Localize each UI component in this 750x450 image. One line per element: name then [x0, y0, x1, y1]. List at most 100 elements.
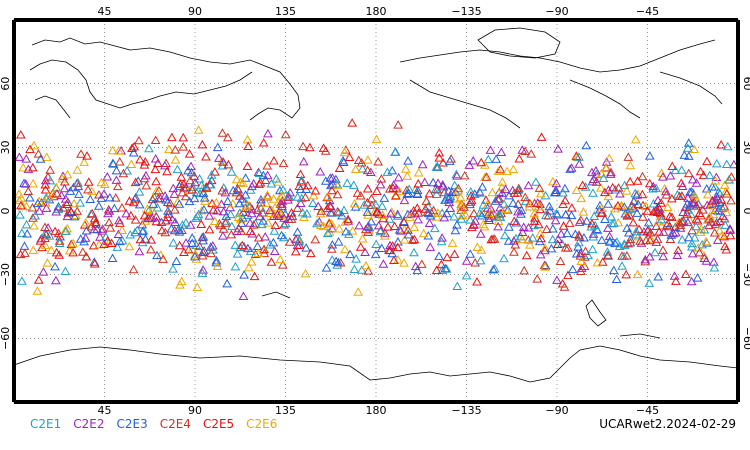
observation-point-C2E2	[295, 198, 306, 208]
observation-point-C2E3	[81, 225, 92, 235]
observation-point-C2E5	[153, 158, 163, 168]
lon-label-bottom-4: −135	[451, 404, 481, 417]
observation-point-C2E6	[62, 169, 73, 179]
observation-point-C2E6	[480, 172, 490, 181]
observation-point-C2E4	[524, 198, 535, 208]
observation-point-C2E6	[40, 240, 51, 249]
observation-point-C2E3	[567, 264, 578, 274]
observation-point-C2E6	[28, 245, 39, 254]
longitude-labels-bottom: 45 90 135 180 −135 −90 −45	[98, 404, 660, 417]
observation-point-C2E2	[497, 188, 508, 197]
observation-point-C2E6	[433, 208, 443, 217]
observation-point-C2E6	[196, 205, 207, 215]
observation-point-C2E4	[683, 168, 694, 178]
observation-point-C2E2	[325, 201, 336, 211]
observation-point-C2E3	[53, 201, 64, 211]
observation-point-C2E2	[298, 156, 309, 166]
observation-point-C2E3	[623, 227, 634, 237]
observation-point-C2E3	[666, 230, 677, 239]
observation-point-C2E1	[342, 178, 353, 187]
lon-label-top-1: 90	[188, 5, 202, 18]
observation-point-C2E1	[475, 255, 486, 265]
observation-point-C2E3	[581, 216, 592, 225]
observation-point-C2E4	[564, 218, 575, 227]
observation-point-C2E3	[96, 193, 107, 202]
observation-point-C2E6	[29, 220, 39, 230]
observation-point-C2E3	[477, 210, 487, 220]
observation-point-C2E3	[166, 224, 177, 233]
observation-point-C2E4	[687, 225, 697, 235]
observation-point-C2E3	[68, 182, 79, 192]
observation-point-C2E3	[370, 249, 381, 259]
longitude-labels-top: 45 90 135 180 −135 −90 −45	[98, 5, 660, 18]
observation-point-C2E1	[75, 198, 86, 207]
observation-point-C2E2	[160, 190, 170, 200]
observation-point-C2E1	[431, 162, 442, 171]
observation-point-C2E1	[430, 184, 441, 193]
observation-point-C2E2	[484, 215, 495, 225]
observation-point-C2E2	[669, 271, 680, 280]
observation-point-C2E2	[247, 204, 257, 213]
observation-point-C2E6	[209, 216, 220, 225]
observation-point-C2E3	[423, 230, 434, 240]
observation-point-C2E5	[197, 139, 208, 149]
observation-point-C2E6	[300, 268, 311, 278]
observation-point-C2E3	[22, 228, 33, 238]
observation-point-C2E5	[407, 235, 418, 244]
observation-point-C2E2	[220, 187, 231, 197]
observation-point-C2E3	[605, 236, 615, 245]
lat-label-right-2: 0	[741, 208, 750, 215]
observation-point-C2E6	[633, 189, 643, 198]
observation-point-C2E2	[38, 267, 49, 276]
observation-point-C2E2	[269, 246, 280, 256]
observation-point-C2E6	[571, 185, 582, 194]
observation-point-C2E6	[721, 207, 732, 217]
observation-point-C2E1	[339, 205, 349, 214]
observation-point-C2E3	[94, 201, 104, 210]
observation-point-C2E4	[384, 184, 395, 193]
observation-point-C2E6	[502, 166, 512, 176]
observation-point-C2E3	[581, 140, 592, 150]
observation-point-C2E5	[603, 251, 613, 260]
observation-point-C2E5	[509, 216, 520, 225]
observation-point-C2E1	[41, 193, 51, 202]
observation-point-C2E1	[292, 192, 303, 201]
observation-point-C2E4	[286, 214, 297, 223]
observation-point-C2E2	[413, 214, 423, 224]
observation-point-C2E4	[40, 222, 50, 231]
observation-point-C2E4	[53, 228, 64, 238]
observation-point-C2E6	[42, 258, 53, 267]
observation-point-C2E2	[688, 198, 698, 207]
observation-point-C2E6	[233, 212, 244, 221]
observation-point-C2E2	[207, 241, 218, 250]
observation-point-C2E1	[193, 209, 204, 219]
observation-point-C2E4	[248, 220, 259, 229]
observation-point-C2E2	[373, 220, 384, 230]
observation-point-C2E5	[206, 175, 217, 185]
observation-point-C2E6	[576, 256, 587, 266]
observation-point-C2E6	[339, 147, 350, 157]
observation-point-C2E1	[547, 234, 558, 244]
observation-point-C2E1	[382, 167, 393, 176]
observation-point-C2E3	[560, 209, 571, 219]
observation-point-C2E4	[661, 190, 672, 199]
observation-point-C2E5	[295, 169, 306, 178]
observation-point-C2E3	[546, 243, 557, 253]
observation-point-C2E4	[355, 190, 366, 200]
observation-point-C2E3	[186, 167, 197, 177]
observation-point-C2E4	[676, 216, 687, 226]
observation-point-C2E3	[32, 198, 43, 208]
observation-point-C2E4	[33, 149, 44, 158]
observation-point-C2E6	[124, 241, 135, 251]
observation-point-C2E2	[631, 190, 642, 199]
observation-point-C2E2	[658, 172, 668, 181]
observation-point-C2E3	[256, 194, 266, 204]
observation-point-C2E5	[495, 164, 506, 174]
observation-point-C2E4	[726, 195, 736, 205]
observation-point-C2E1	[452, 281, 463, 290]
observation-point-C2E6	[244, 262, 254, 272]
observation-point-C2E5	[51, 247, 62, 257]
observation-point-C2E4	[41, 229, 52, 239]
observation-point-C2E6	[418, 228, 429, 238]
observation-point-C2E2	[686, 276, 697, 286]
